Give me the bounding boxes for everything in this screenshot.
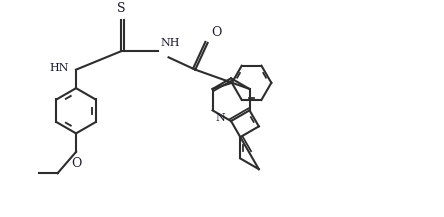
- Text: O: O: [71, 157, 81, 170]
- Text: N: N: [216, 113, 226, 123]
- Text: O: O: [211, 26, 221, 39]
- Text: HN: HN: [49, 62, 69, 73]
- Text: NH: NH: [160, 38, 180, 48]
- Text: S: S: [117, 2, 126, 15]
